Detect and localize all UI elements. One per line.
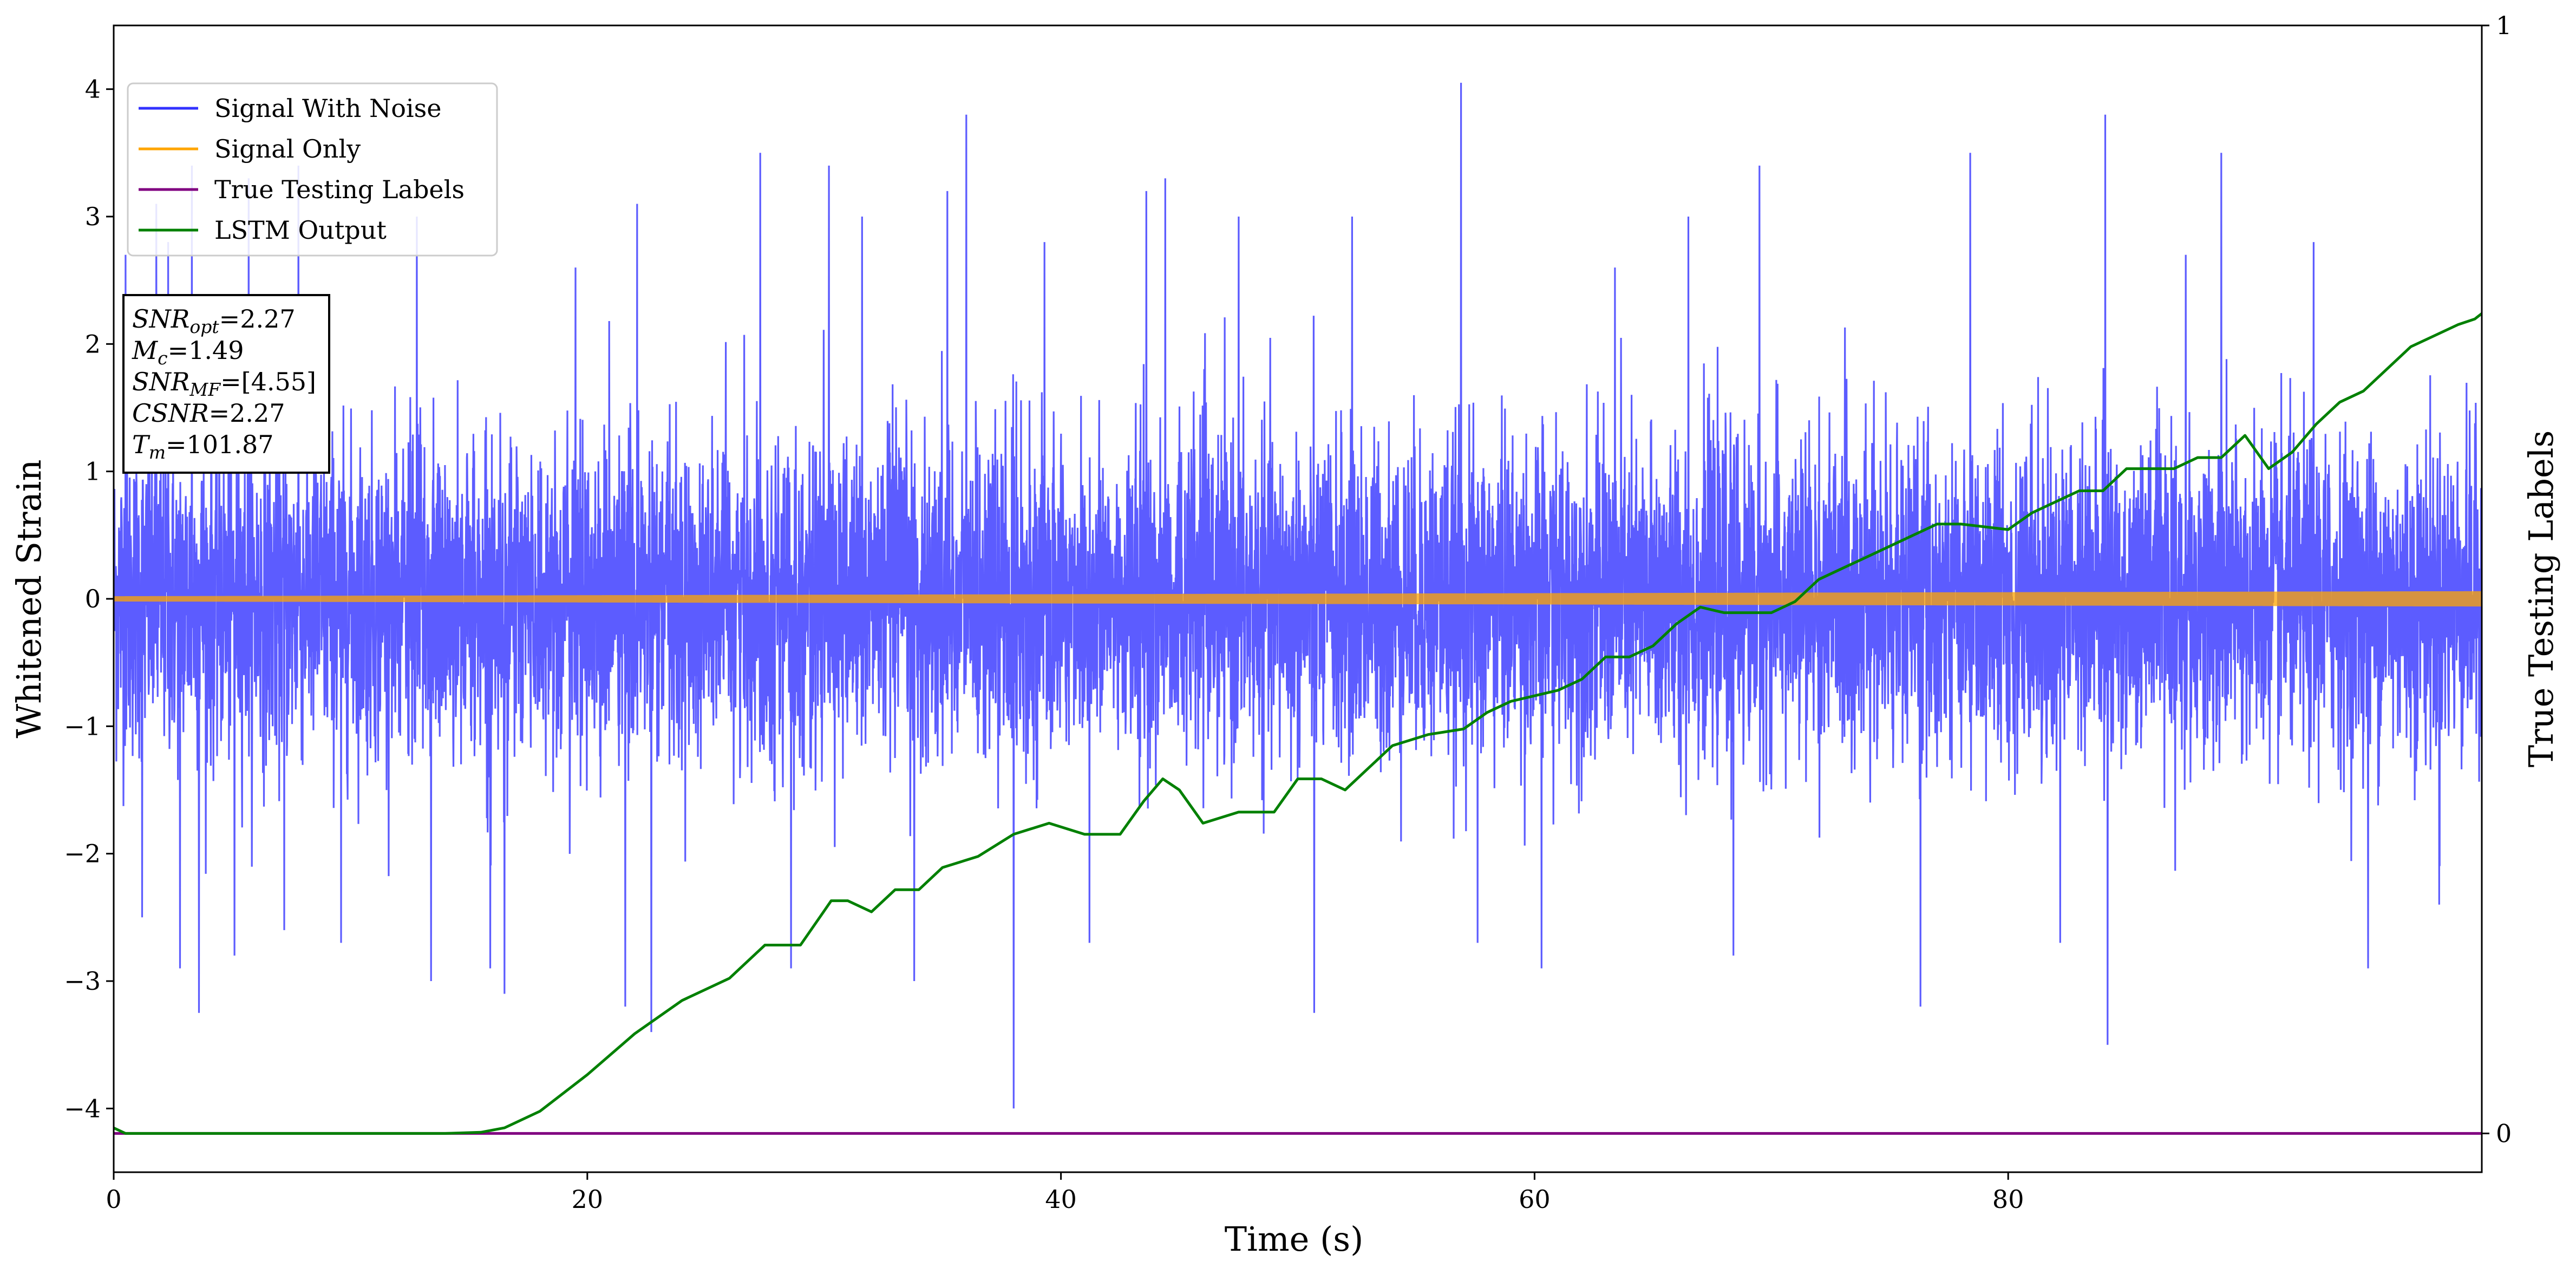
x-tick-label: 0 xyxy=(106,1185,121,1214)
annotation-line: CSNR=2.27 xyxy=(132,398,285,428)
x-tick-label: 40 xyxy=(1045,1185,1077,1214)
legend-frame xyxy=(127,82,498,257)
y-tick-label: 0 xyxy=(85,584,101,613)
y-tick-label: −4 xyxy=(64,1094,101,1123)
annotation-frame xyxy=(122,294,330,474)
y-tick-label: 2 xyxy=(85,329,101,358)
y-tick-label: 3 xyxy=(85,202,101,231)
y2-tick-label: 0 xyxy=(2496,1119,2512,1148)
series-signal-only xyxy=(114,591,2482,607)
legend-entry-label: Signal With Noise xyxy=(214,94,441,123)
annotation-line: SNRMF=[4.55] xyxy=(132,367,316,400)
legend-entry-label: True Testing Labels xyxy=(214,175,465,204)
series-signal-with-noise xyxy=(114,82,2482,1109)
x-tick-label: 20 xyxy=(572,1185,604,1214)
y-tick-label: 4 xyxy=(85,75,101,104)
y2-tick-label: 1 xyxy=(2496,11,2512,40)
series-lstm-output xyxy=(114,312,2482,1135)
annotation-box: SNRopt=2.27Mc=1.49SNRMF=[4.55]CSNR=2.27T… xyxy=(122,294,330,474)
annotation-line: Tm=101.87 xyxy=(132,430,273,463)
x-tick-label: 60 xyxy=(1519,1185,1551,1214)
legend-entry-label: Signal Only xyxy=(214,134,361,164)
annotation-line: Mc=1.49 xyxy=(132,336,244,369)
y-tick-label: −2 xyxy=(64,839,101,868)
x-axis-label: Time (s) xyxy=(1225,1219,1364,1259)
y-axis-label: Whitened Strain xyxy=(9,460,49,739)
x-tick-label: 80 xyxy=(1992,1185,2024,1214)
y-tick-label: −1 xyxy=(64,711,101,741)
y2-axis-label: True Testing Labels xyxy=(2521,430,2561,768)
y-tick-label: −3 xyxy=(64,966,101,996)
legend: Signal With Noise Signal Only True Testing… xyxy=(127,82,498,257)
y-tick-label: 1 xyxy=(85,457,101,486)
legend-entry-label: LSTM Output xyxy=(214,215,387,245)
annotation-line: SNRopt=2.27 xyxy=(132,304,296,337)
